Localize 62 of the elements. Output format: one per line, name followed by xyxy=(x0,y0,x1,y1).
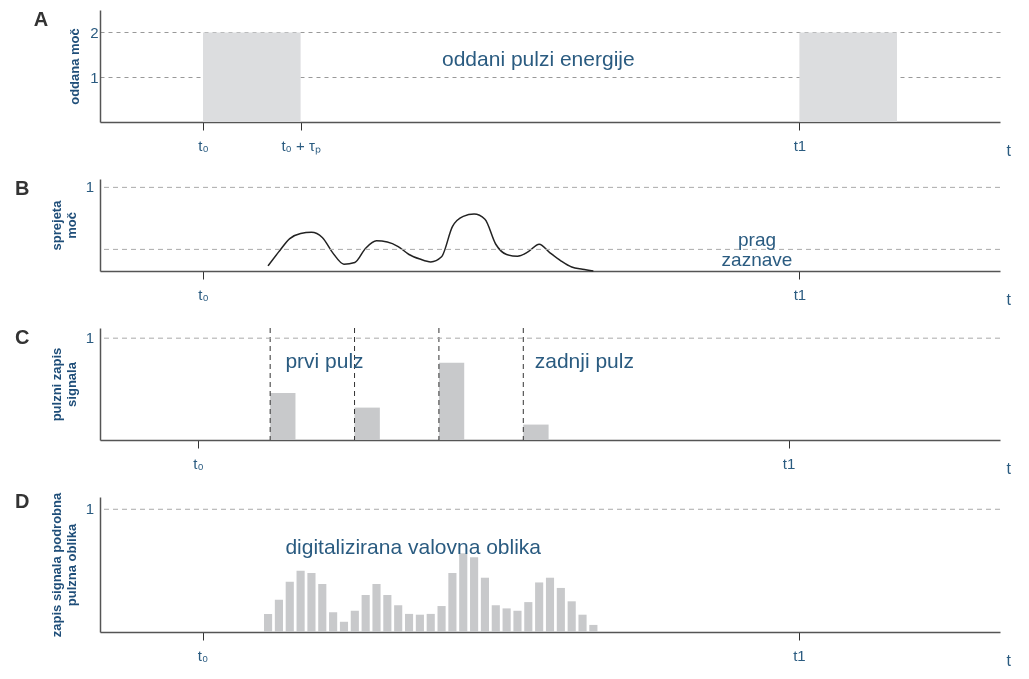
chart-title: B xyxy=(15,177,30,199)
bar xyxy=(426,613,435,632)
bar xyxy=(264,613,273,632)
bar xyxy=(274,599,283,632)
bar xyxy=(354,407,380,440)
x-tick-label: t1 xyxy=(793,136,807,154)
x-axis-title: t xyxy=(1006,141,1012,159)
x-axis-title: t xyxy=(1006,290,1012,308)
x-axis-title: t xyxy=(1006,459,1012,477)
bar xyxy=(296,570,305,632)
x-tick-label: t₀ xyxy=(198,136,209,154)
bar xyxy=(438,362,465,440)
y-axis-title: oddana moč xyxy=(67,28,83,105)
annotation: zadnji pulz xyxy=(534,348,634,372)
bar xyxy=(329,612,338,632)
ref-line-label: prag zaznave xyxy=(721,229,793,271)
chart-title: C xyxy=(15,325,30,348)
bar xyxy=(578,614,587,632)
bar xyxy=(318,584,327,632)
y-tick-label: 2 xyxy=(90,23,99,41)
bar xyxy=(567,601,576,632)
x-tick-label: t1 xyxy=(793,285,807,303)
bar xyxy=(513,610,522,632)
x-tick-label: t₀ xyxy=(197,646,209,664)
bar xyxy=(459,553,468,632)
bar xyxy=(404,613,414,632)
bar xyxy=(350,610,359,632)
chart-title: D xyxy=(15,490,30,513)
bar xyxy=(383,595,392,632)
bar xyxy=(285,581,294,632)
bar xyxy=(556,587,565,632)
bar xyxy=(339,621,349,632)
x-tick-label: t1 xyxy=(793,646,806,664)
bar xyxy=(372,584,381,632)
y-axis-title: zapis signala podrobna pulzna oblika xyxy=(48,492,79,638)
bar xyxy=(535,582,544,632)
x-tick-label: t₀ xyxy=(198,285,209,303)
x-tick-label: t₀ + τₚ xyxy=(281,136,321,155)
bar xyxy=(524,602,533,632)
bar xyxy=(545,577,555,632)
annotation: prvi pulz xyxy=(285,348,364,372)
x-tick-label: t₀ xyxy=(193,454,204,472)
annotation: digitalizirana valovna oblika xyxy=(285,535,542,559)
bar xyxy=(502,608,511,632)
bar xyxy=(394,605,403,632)
chart-title: A xyxy=(33,8,49,30)
bar xyxy=(415,614,424,632)
bar xyxy=(523,424,549,440)
y-axis-title: sprejeta moč xyxy=(48,199,79,251)
annotation: oddani pulzi energije xyxy=(442,47,635,71)
bar xyxy=(491,605,500,632)
bar xyxy=(361,595,370,632)
bar xyxy=(270,392,296,440)
bar xyxy=(307,573,316,632)
y-axis-title: pulzni zapis signala xyxy=(48,347,79,422)
bar xyxy=(470,557,479,632)
bar xyxy=(480,577,490,632)
bar xyxy=(589,624,598,632)
x-axis-title: t xyxy=(1006,651,1012,669)
bar xyxy=(437,606,446,632)
bar xyxy=(448,573,457,632)
x-tick-label: t1 xyxy=(782,454,796,472)
